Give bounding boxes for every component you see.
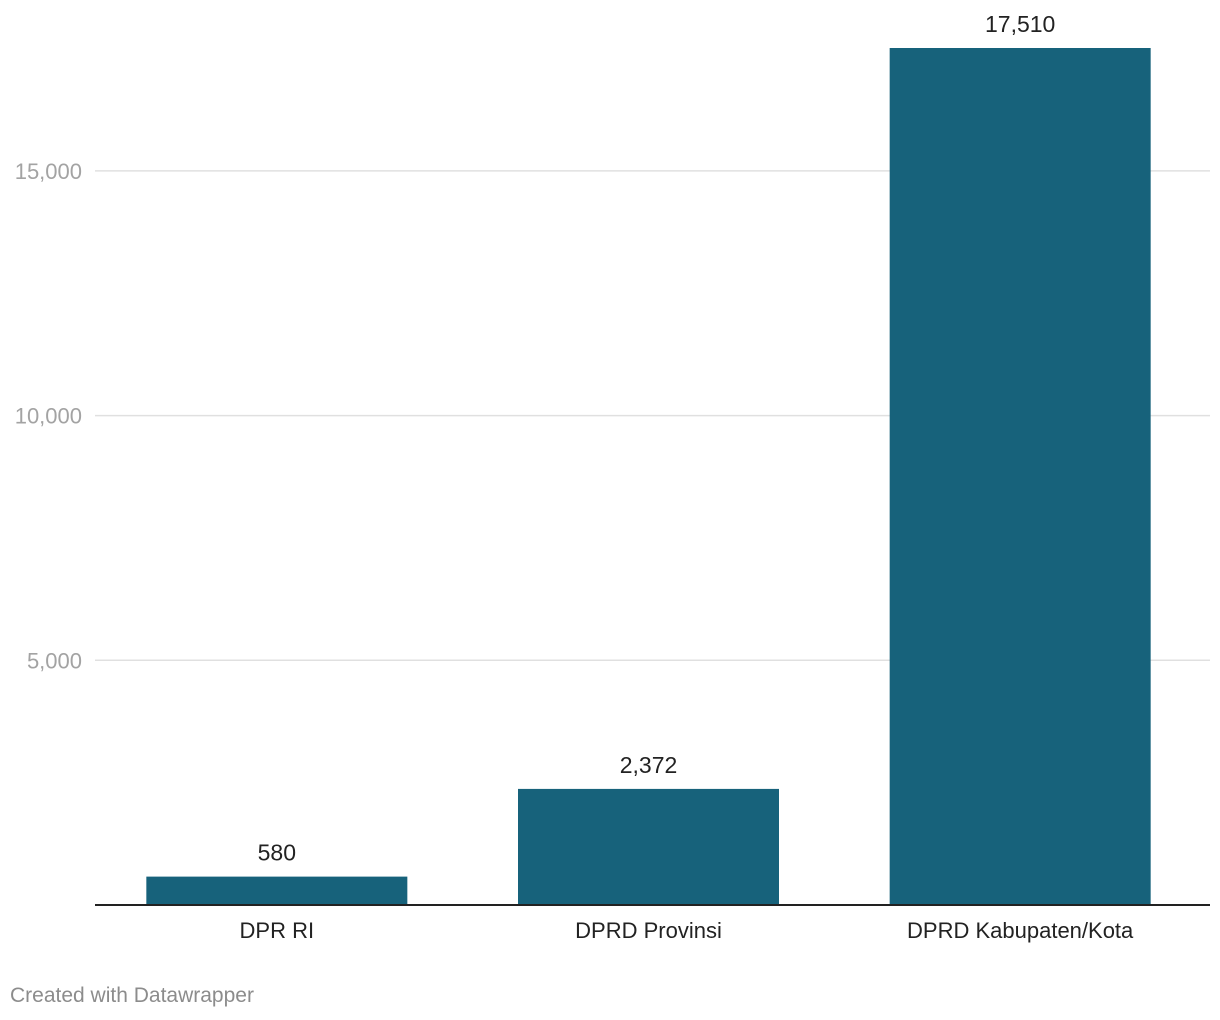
footer-credit: Created with Datawrapper	[10, 984, 254, 1007]
bars	[146, 48, 1151, 905]
bar	[889, 48, 1151, 905]
bar	[146, 876, 408, 905]
y-tick-label: 10,000	[15, 404, 82, 429]
bar-chart: 5,000 10,000 15,000 580 DPR RI 2,372 DPRD Prov…	[15, 11, 1210, 943]
y-tick-label: 5,000	[27, 648, 82, 673]
bar-value-label: 580	[258, 840, 296, 866]
x-category-label: DPRD Kabupaten/Kota	[907, 918, 1134, 943]
bar	[518, 788, 779, 905]
y-tick-label: 15,000	[15, 159, 82, 184]
labels: 5,000 10,000 15,000 580 DPR RI 2,372 DPRD Prov…	[15, 11, 1134, 943]
bar-value-label: 17,510	[985, 11, 1055, 37]
bar-value-label: 2,372	[620, 752, 678, 778]
x-category-label: DPRD Provinsi	[575, 918, 722, 943]
x-category-label: DPR RI	[240, 918, 315, 943]
